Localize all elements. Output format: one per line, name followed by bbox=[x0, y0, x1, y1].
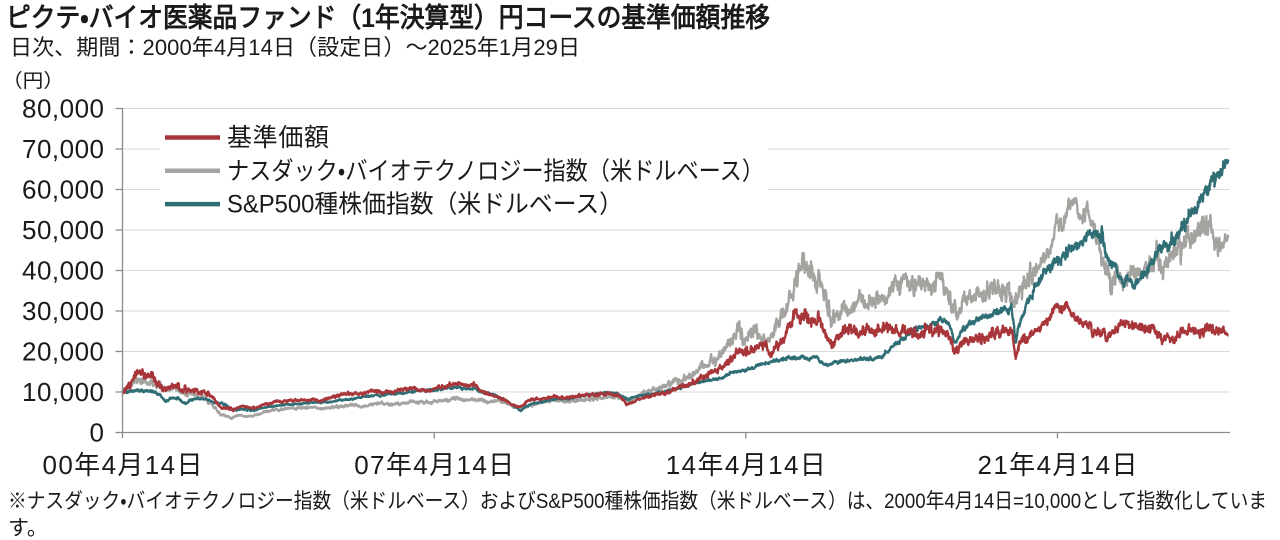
svg-text:（円）: （円） bbox=[2, 70, 64, 92]
svg-text:50,000: 50,000 bbox=[22, 215, 104, 245]
svg-text:ナスダック・バイオテクノロジー指数（米ドルベース）: ナスダック・バイオテクノロジー指数（米ドルベース） bbox=[227, 157, 764, 185]
svg-text:80,000: 80,000 bbox=[22, 94, 104, 124]
svg-text:す。: す。 bbox=[8, 517, 48, 540]
svg-text:14年4月14日: 14年4月14日 bbox=[666, 450, 826, 480]
svg-text:60,000: 60,000 bbox=[22, 175, 104, 205]
svg-text:0: 0 bbox=[90, 418, 104, 448]
svg-text:10,000: 10,000 bbox=[22, 377, 104, 407]
svg-text:20,000: 20,000 bbox=[22, 337, 104, 367]
svg-text:70,000: 70,000 bbox=[22, 134, 104, 164]
svg-text:※ナスダック・バイオテクノロジー指数（米ドルベース）およびS: ※ナスダック・バイオテクノロジー指数（米ドルベース）およびS&P500種株価指数… bbox=[8, 490, 1267, 513]
svg-text:ピクテ・バイオ医薬品ファンド（1年決算型）円コースの基準価額: ピクテ・バイオ医薬品ファンド（1年決算型）円コースの基準価額推移 bbox=[6, 2, 770, 33]
svg-text:21年4月14日: 21年4月14日 bbox=[978, 450, 1138, 480]
svg-text:07年4月14日: 07年4月14日 bbox=[354, 450, 514, 480]
svg-text:30,000: 30,000 bbox=[22, 296, 104, 326]
svg-text:40,000: 40,000 bbox=[22, 256, 104, 286]
svg-text:基準価額: 基準価額 bbox=[227, 124, 329, 152]
svg-text:S&P500種株価指数（米ドルベース）: S&P500種株価指数（米ドルベース） bbox=[227, 191, 623, 219]
svg-text:日次、期間：2000年4月14日（設定日）～2025年1月2: 日次、期間：2000年4月14日（設定日）～2025年1月29日 bbox=[10, 35, 580, 60]
svg-text:00年4月14日: 00年4月14日 bbox=[43, 450, 203, 480]
